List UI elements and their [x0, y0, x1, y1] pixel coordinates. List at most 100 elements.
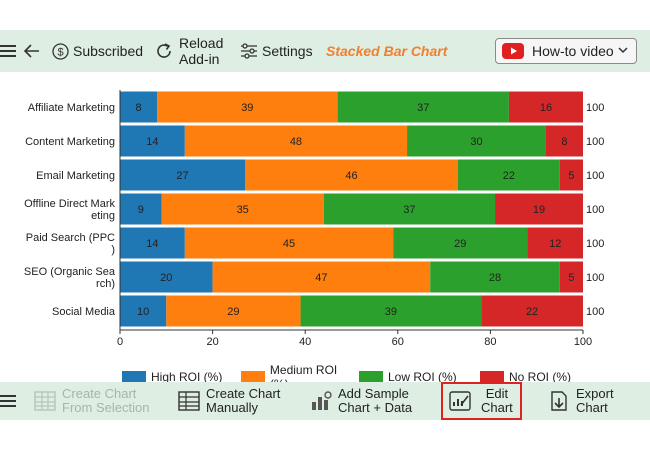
bar-segment-high — [120, 159, 246, 191]
bar-value-label: 48 — [290, 136, 302, 148]
table-grid-icon — [34, 391, 56, 411]
sliders-icon — [241, 43, 257, 59]
bar-segment-low — [457, 159, 560, 191]
create-chart-manually-button[interactable]: Create Chart Manually — [178, 382, 280, 420]
add-sample-label-2: Chart + Data — [338, 400, 413, 415]
export-icon — [551, 391, 567, 411]
category-label: Offline Direct Mark — [24, 198, 115, 210]
bar-value-label: 12 — [549, 238, 561, 250]
bar-segment-low — [337, 91, 509, 123]
bar-value-label: 47 — [315, 272, 327, 284]
bar-segment-none — [559, 261, 583, 293]
x-tick-label: 0 — [117, 336, 123, 348]
legend-item-low: Low ROI (%) — [359, 363, 480, 391]
chart-legend: High ROI (%) Medium ROI (%) Low ROI (%) … — [122, 363, 571, 391]
subscribed-label: Subscribed — [73, 43, 144, 59]
category-label: eting — [91, 210, 115, 222]
category-label: Affiliate Marketing — [28, 102, 115, 114]
bar-segment-medium — [157, 91, 338, 123]
bar-value-label: 30 — [470, 136, 482, 148]
bar-value-label: 37 — [417, 102, 429, 114]
bar-value-label: 39 — [241, 102, 253, 114]
export-label-1: Export — [576, 386, 614, 401]
category-label: Social Media — [52, 306, 116, 318]
settings-label: Settings — [262, 43, 313, 59]
howto-label: How-to video — [532, 43, 614, 59]
bar-value-label: 35 — [237, 204, 249, 216]
bottom-menu-icon[interactable] — [0, 382, 16, 420]
bar-value-label: 10 — [137, 306, 149, 318]
chevron-down-icon — [618, 47, 628, 54]
edit-chart-icon — [449, 391, 471, 411]
bar-value-label: 14 — [146, 136, 158, 148]
bar-value-label: 22 — [503, 170, 515, 182]
bar-segment-medium — [245, 159, 458, 191]
sample-chart-icon — [312, 391, 332, 410]
table-edit-icon — [178, 391, 200, 411]
bar-segment-high — [120, 193, 162, 225]
legend-swatch-none — [480, 371, 504, 383]
x-tick-label: 20 — [206, 336, 218, 348]
bar-value-label: 16 — [540, 102, 552, 114]
legend-item-high: High ROI (%) — [122, 363, 241, 391]
legend-label-low: Low ROI (%) — [388, 370, 457, 384]
page-title: Stacked Bar Chart — [326, 43, 448, 59]
category-label: Email Marketing — [36, 170, 115, 182]
bar-segment-high — [120, 227, 185, 259]
bottom-toolbar: Create Chart From Selection Create Chart… — [0, 382, 650, 420]
create-manually-label-2: Manually — [206, 400, 259, 415]
x-tick-label: 40 — [299, 336, 311, 348]
category-label: Content Marketing — [25, 136, 115, 148]
reload-addin-button[interactable]: Reload Add-in — [155, 35, 223, 67]
bar-value-label: 22 — [526, 306, 538, 318]
bar-value-label: 5 — [568, 272, 574, 284]
add-sample-chart-button[interactable]: Add Sample Chart + Data — [310, 382, 412, 420]
bar-segment-medium — [161, 193, 324, 225]
create-selection-label-1: Create Chart — [62, 386, 137, 401]
category-label: rch) — [96, 278, 115, 290]
category-label: ) — [111, 244, 115, 256]
back-arrow-icon[interactable] — [24, 44, 40, 58]
howto-video-dropdown[interactable]: How-to video — [495, 38, 637, 64]
bar-value-label: 9 — [138, 204, 144, 216]
add-sample-label-1: Add Sample — [338, 386, 409, 401]
bar-value-label: 37 — [403, 204, 415, 216]
bar-total-label: 100 — [586, 306, 604, 318]
create-manually-label-1: Create Chart — [206, 386, 281, 401]
create-chart-from-selection-button[interactable]: Create Chart From Selection — [34, 382, 149, 420]
bar-segment-low — [300, 295, 482, 327]
bar-total-label: 100 — [586, 102, 604, 114]
bar-segment-none — [527, 227, 583, 259]
bar-segment-high — [120, 295, 167, 327]
legend-swatch-high — [122, 371, 146, 383]
export-chart-button[interactable]: Export Chart — [548, 382, 614, 420]
bar-value-label: 5 — [568, 170, 574, 182]
bar-value-label: 28 — [489, 272, 501, 284]
legend-label-high: High ROI (%) — [151, 370, 223, 384]
bar-value-label: 45 — [283, 238, 295, 250]
category-label: SEO (Organic Sea — [24, 266, 116, 278]
bar-segment-high — [120, 125, 185, 157]
settings-button[interactable]: Settings — [240, 43, 313, 59]
legend-swatch-low — [359, 371, 383, 383]
bar-segment-high — [120, 91, 158, 123]
subscribed-button[interactable]: $ Subscribed — [52, 42, 144, 60]
bar-segment-medium — [212, 261, 431, 293]
svg-text:$: $ — [57, 46, 63, 58]
bar-segment-low — [393, 227, 528, 259]
create-selection-label-2: From Selection — [62, 400, 150, 415]
bar-value-label: 29 — [454, 238, 466, 250]
bar-total-label: 100 — [586, 136, 604, 148]
edit-chart-button[interactable]: Edit Chart — [441, 382, 522, 420]
top-toolbar: $ Subscribed Reload Add-in Settings Stac… — [0, 30, 650, 72]
bar-value-label: 27 — [176, 170, 188, 182]
bar-value-label: 8 — [561, 136, 567, 148]
bar-value-label: 8 — [135, 102, 141, 114]
bar-segment-low — [323, 193, 496, 225]
legend-label-none: No ROI (%) — [509, 370, 572, 384]
bar-segment-medium — [184, 227, 394, 259]
dollar-circle-icon: $ — [52, 42, 69, 60]
menu-icon[interactable] — [0, 44, 16, 58]
reload-label-2: Add-in — [179, 51, 220, 67]
